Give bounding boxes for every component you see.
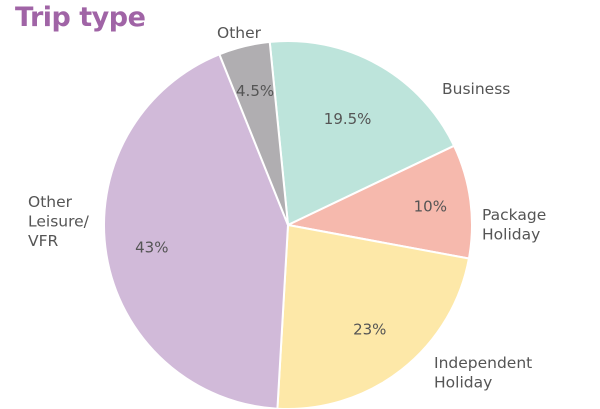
category-label-line: Leisure/	[28, 213, 90, 231]
category-label-line: Package	[482, 206, 546, 224]
pie-slice-leisure	[103, 52, 290, 409]
value-label-other: 4.5%	[236, 82, 274, 100]
pie-slice-package	[284, 144, 473, 260]
category-label-line: Other	[217, 24, 262, 42]
pie-slice-independent	[276, 223, 471, 409]
category-label-line: Holiday	[482, 226, 540, 244]
category-label-line: Independent	[434, 354, 532, 372]
category-label-independent: Independent Holiday	[434, 354, 532, 392]
category-label-line: Holiday	[434, 374, 492, 392]
category-label-line: Other	[28, 193, 73, 211]
category-label-line: Business	[442, 80, 510, 98]
value-label-package: 10%	[414, 197, 447, 215]
category-label-leisure: Other Leisure/VFR	[28, 193, 90, 250]
category-label-package: Package Holiday	[482, 206, 546, 244]
value-label-business: 19.5%	[324, 110, 372, 128]
category-label-other: Other	[217, 24, 262, 42]
pie-slice-business	[268, 40, 456, 227]
value-label-leisure: 43%	[135, 238, 168, 256]
category-label-business: Business	[442, 80, 510, 98]
chart-title: Trip type	[15, 2, 146, 33]
category-label-line: VFR	[28, 232, 59, 250]
pie-slice-other	[218, 40, 289, 226]
value-label-independent: 23%	[353, 320, 386, 338]
